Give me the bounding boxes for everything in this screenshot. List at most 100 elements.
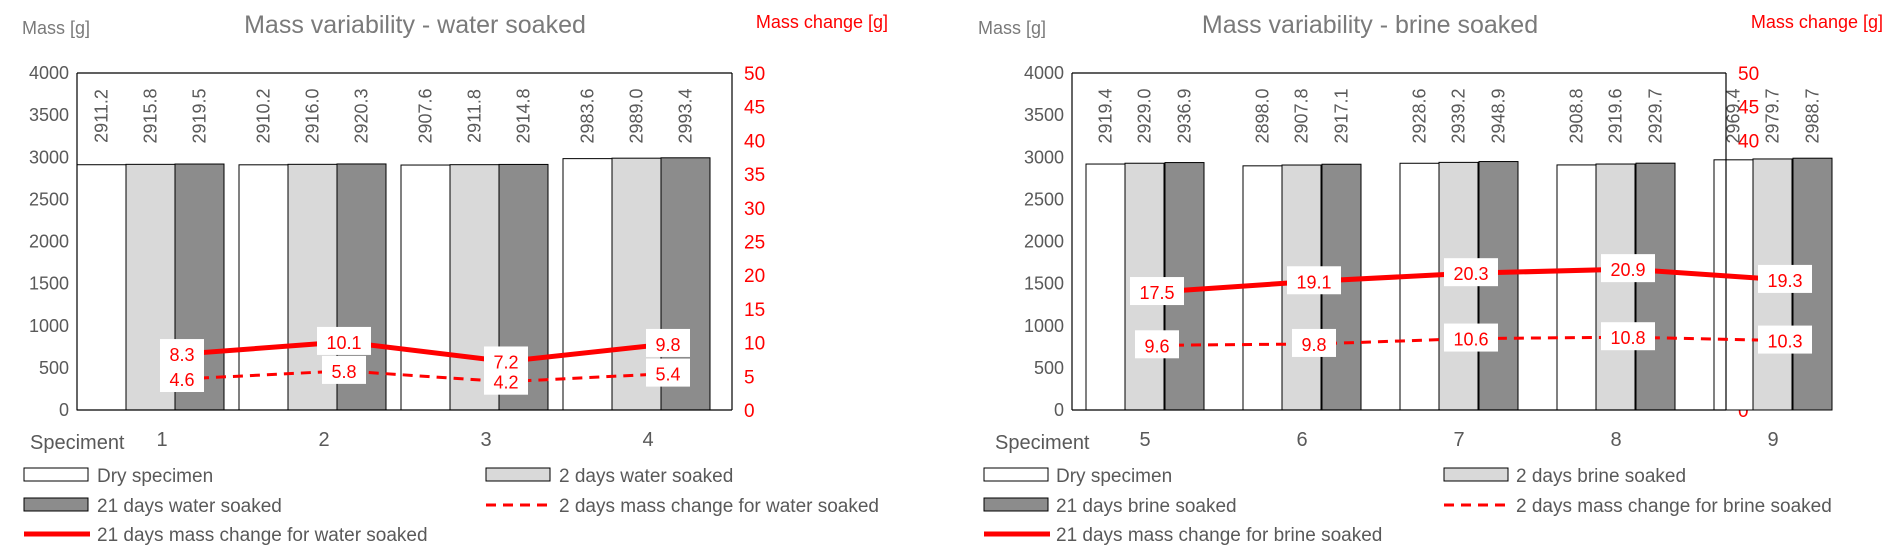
x-tick-label: 8: [1610, 429, 1621, 451]
y-tick-label: 4000: [29, 63, 69, 83]
bar-21days: [1635, 162, 1676, 411]
line-value-label: 10.3: [1758, 325, 1812, 354]
bar-value-label: 2929.0: [1135, 88, 1155, 143]
y2-tick-label: 40: [744, 131, 765, 152]
y2-tick-label: 5: [744, 367, 755, 388]
bar-value-label: 2969.4: [1724, 88, 1744, 143]
bar-value-label: 2939.2: [1449, 88, 1469, 143]
line-21days-change: [181, 339, 669, 364]
x-axis-label: Speciment: [995, 432, 1090, 454]
y2-tick-label: 50: [1738, 64, 1759, 85]
y-tick-label: 0: [59, 400, 69, 420]
line-value-label: 20.9: [1601, 254, 1655, 283]
y-tick-label: 2000: [1024, 232, 1064, 252]
y-tick-label: 1500: [1024, 274, 1064, 294]
svg-text:21 days mass change for brine: 21 days mass change for brine soaked: [1056, 525, 1382, 546]
legend-item-21days-change: 21 days mass change for brine soaked: [984, 525, 1382, 546]
y-axis-right-label: Mass change [g]: [756, 12, 888, 32]
bar-dry: [76, 164, 127, 411]
svg-text:5.4: 5.4: [655, 365, 680, 385]
y-tick-label: 3500: [1024, 105, 1064, 125]
svg-text:5.8: 5.8: [331, 362, 356, 382]
legend-item-2days-change: 2 days mass change for water soaked: [486, 496, 879, 517]
bar-dry: [400, 164, 451, 411]
y2-tick-label: 50: [744, 64, 765, 85]
svg-text:10.6: 10.6: [1453, 330, 1488, 350]
svg-text:21 days brine soaked: 21 days brine soaked: [1056, 496, 1237, 517]
bar-value-label: 2908.8: [1567, 88, 1587, 143]
line-value-label: 10.1: [317, 326, 371, 355]
bar-2days: [1595, 163, 1636, 411]
bar-value-label: 2919.6: [1606, 88, 1626, 143]
legend-item-dry: Dry specimen: [983, 466, 1172, 487]
svg-text:20.9: 20.9: [1610, 260, 1645, 280]
bar-dry: [1085, 163, 1126, 411]
y2-tick-label: 0: [1738, 401, 1749, 422]
bar-value-label: 2914.8: [514, 88, 534, 143]
svg-text:21 days water soaked: 21 days water soaked: [97, 496, 282, 517]
y2-tick-label: 10: [744, 334, 765, 355]
svg-text:21 days mass change for water: 21 days mass change for water soaked: [97, 525, 428, 546]
svg-text:2 days mass change for brine s: 2 days mass change for brine soaked: [1516, 496, 1832, 517]
line-value-label: 17.5: [1130, 277, 1184, 306]
svg-text:17.5: 17.5: [1139, 283, 1174, 303]
legend-item-dry: Dry specimen: [23, 466, 213, 487]
bar-value-label: 2989.0: [627, 88, 647, 143]
legend-item-2days: 2 days water soaked: [485, 466, 733, 487]
y-tick-label: 0: [1054, 400, 1064, 420]
svg-text:10.8: 10.8: [1610, 328, 1645, 348]
bar-dry: [562, 158, 613, 411]
bar-value-label: 2948.9: [1489, 88, 1509, 143]
svg-text:2 days mass change for water s: 2 days mass change for water soaked: [559, 496, 879, 517]
bar-value-label: 2916.0: [303, 88, 323, 143]
y2-tick-label: 45: [1738, 98, 1759, 119]
svg-text:7.2: 7.2: [493, 352, 518, 372]
y-tick-label: 2000: [29, 232, 69, 252]
y-axis-left-label: Mass [g]: [978, 18, 1046, 38]
line-value-label: 10.6: [1444, 323, 1498, 352]
svg-text:Dry specimen: Dry specimen: [1056, 466, 1172, 487]
y-tick-label: 1000: [29, 316, 69, 336]
y2-tick-label: 30: [744, 199, 765, 220]
bar-value-label: 2911.8: [465, 89, 485, 143]
y-tick-label: 1500: [29, 274, 69, 294]
svg-text:2 days brine soaked: 2 days brine soaked: [1516, 466, 1686, 487]
x-tick-label: 7: [1453, 429, 1464, 451]
y2-tick-label: 15: [744, 300, 765, 321]
svg-text:4.6: 4.6: [169, 370, 194, 390]
bar-value-label: 2919.4: [1096, 88, 1116, 143]
legend-item-2days: 2 days brine soaked: [1443, 466, 1686, 487]
y-tick-label: 2500: [1024, 189, 1064, 209]
bar-value-label: 2915.8: [141, 88, 161, 143]
y-tick-label: 3000: [1024, 147, 1064, 167]
svg-text:19.1: 19.1: [1296, 272, 1331, 292]
x-axis-label: Speciment: [30, 432, 125, 454]
y2-tick-label: 45: [744, 98, 765, 119]
line-value-label: 8.3: [160, 339, 204, 368]
line-value-label: 9.8: [646, 328, 690, 357]
svg-text:20.3: 20.3: [1453, 264, 1488, 284]
svg-text:10.1: 10.1: [326, 333, 361, 353]
x-tick-label: 1: [156, 429, 167, 451]
x-tick-label: 2: [318, 429, 329, 451]
y2-tick-label: 25: [744, 233, 765, 254]
svg-text:9.8: 9.8: [1301, 335, 1326, 355]
y-tick-label: 500: [1034, 358, 1064, 378]
y-tick-label: 2500: [29, 189, 69, 209]
y-tick-label: 1000: [1024, 316, 1064, 336]
bar-value-label: 2898.0: [1253, 88, 1273, 143]
chart-title: Mass variability - brine soaked: [1202, 11, 1538, 39]
bar-value-label: 2928.6: [1410, 88, 1430, 143]
legend-item-21days: 21 days brine soaked: [983, 496, 1237, 517]
x-tick-label: 5: [1139, 429, 1150, 451]
y-tick-label: 3000: [29, 147, 69, 167]
chart-title: Mass variability - water soaked: [244, 11, 586, 39]
line-value-label: 5.4: [646, 358, 690, 387]
svg-text:8.3: 8.3: [169, 345, 194, 365]
legend: Dry specimen 2 days water soaked 21 days…: [23, 466, 879, 546]
bar-value-label: 2983.6: [578, 88, 598, 143]
bar-value-label: 2979.7: [1763, 88, 1783, 143]
svg-text:9.6: 9.6: [1144, 336, 1169, 356]
svg-text:9.8: 9.8: [655, 335, 680, 355]
svg-text:4.2: 4.2: [493, 373, 518, 393]
